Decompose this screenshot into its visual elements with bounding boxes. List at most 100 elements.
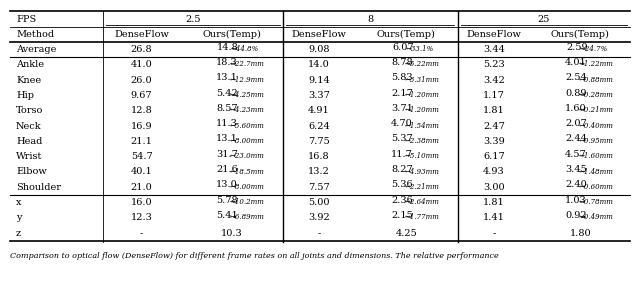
Text: ↔6.89mm: ↔6.89mm [230,213,265,221]
Text: 3.42: 3.42 [483,76,505,85]
Text: ↔18.5mm: ↔18.5mm [230,168,265,175]
Text: 6.24: 6.24 [308,122,330,131]
Text: -: - [317,229,321,238]
Text: ↔2.21mm: ↔2.21mm [404,183,440,191]
Text: 13.1: 13.1 [216,73,238,82]
Text: 21.1: 21.1 [131,137,152,146]
Text: ↔5.22mm: ↔5.22mm [404,60,440,68]
Text: FPS: FPS [16,14,36,23]
Text: 11.3: 11.3 [216,119,238,128]
Text: ↔1.20mm: ↔1.20mm [404,106,440,114]
Text: 2.40: 2.40 [565,180,587,189]
Text: ↔2.38mm: ↔2.38mm [404,137,440,145]
Text: 16.0: 16.0 [131,198,152,207]
Text: Head: Head [16,137,42,146]
Text: -: - [140,229,143,238]
Text: ↔1.22mm: ↔1.22mm [579,60,614,68]
Text: 9.08: 9.08 [308,45,330,54]
Text: 2.36: 2.36 [391,196,413,205]
Text: 13.1: 13.1 [216,134,238,143]
Text: 10.3: 10.3 [221,229,243,238]
Text: DenseFlow: DenseFlow [114,30,169,39]
Text: 2.47: 2.47 [483,122,505,131]
Text: 4.91: 4.91 [308,106,330,115]
Text: ↔4.23mm: ↔4.23mm [230,106,265,114]
Text: ↔0.78mm: ↔0.78mm [579,198,614,206]
Text: 2.5: 2.5 [185,14,200,23]
Text: 3.45: 3.45 [565,165,587,174]
Text: 12.8: 12.8 [131,106,152,115]
Text: 21.6: 21.6 [216,165,238,174]
Text: DenseFlow: DenseFlow [292,30,346,39]
Text: 13.0: 13.0 [216,180,238,189]
Text: 3.44: 3.44 [483,45,505,54]
Text: ↔3.31mm: ↔3.31mm [404,76,440,84]
Text: Ankle: Ankle [16,60,44,69]
Text: 1.41: 1.41 [483,213,505,222]
Text: 4.93: 4.93 [483,167,505,177]
Text: ↔0.88mm: ↔0.88mm [579,76,614,84]
Text: ↔10.2mm: ↔10.2mm [230,198,265,206]
Text: ↔33.1%: ↔33.1% [406,45,434,53]
Text: Ours(Temp): Ours(Temp) [202,30,261,39]
Text: 3.39: 3.39 [483,137,505,146]
Text: 12.3: 12.3 [131,213,152,222]
Text: 4.57: 4.57 [565,150,587,159]
Text: 1.81: 1.81 [483,198,505,207]
Text: 2.07: 2.07 [565,119,587,128]
Text: Wrist: Wrist [16,152,42,161]
Text: 5.83: 5.83 [391,73,413,82]
Text: 6.07: 6.07 [392,42,414,52]
Text: 5.36: 5.36 [391,180,413,189]
Text: 9.14: 9.14 [308,76,330,85]
Text: 7.57: 7.57 [308,183,330,192]
Text: Torso: Torso [16,106,44,115]
Text: 2.17: 2.17 [391,88,413,97]
Text: Knee: Knee [16,76,41,85]
Text: 1.80: 1.80 [570,229,591,238]
Text: 14.8: 14.8 [218,42,239,52]
Text: ↔5.10mm: ↔5.10mm [404,152,440,160]
Text: 8.57: 8.57 [216,104,237,113]
Text: 8: 8 [367,14,373,23]
Text: 11.7: 11.7 [391,150,413,159]
Text: 4.25: 4.25 [396,229,417,238]
Text: Average: Average [16,45,56,54]
Text: 5.00: 5.00 [308,198,330,207]
Text: Ours(Temp): Ours(Temp) [377,30,436,39]
Text: 2.54: 2.54 [565,73,587,82]
Text: ↔1.48mm: ↔1.48mm [579,168,614,175]
Text: 3.92: 3.92 [308,213,330,222]
Text: 3.37: 3.37 [308,91,330,100]
Text: 1.60: 1.60 [565,104,586,113]
Text: 8.27: 8.27 [391,165,413,174]
Text: ↔8.00mm: ↔8.00mm [230,137,265,145]
Text: ↔0.49mm: ↔0.49mm [579,213,614,221]
Text: Neck: Neck [16,122,42,131]
Text: 26.8: 26.8 [131,45,152,54]
Text: ↔24.7%: ↔24.7% [580,45,608,53]
Text: ↔1.20mm: ↔1.20mm [404,91,440,99]
Text: ↔1.54mm: ↔1.54mm [404,122,440,130]
Text: ↔44.8%: ↔44.8% [231,45,259,53]
Text: ↔4.25mm: ↔4.25mm [230,91,265,99]
Text: ↔0.95mm: ↔0.95mm [579,137,614,145]
Text: Elbow: Elbow [16,167,47,177]
Text: ↔0.21mm: ↔0.21mm [579,106,614,114]
Text: 7.75: 7.75 [308,137,330,146]
Text: Hip: Hip [16,91,34,100]
Text: ↔2.64mm: ↔2.64mm [404,198,440,206]
Text: 21.0: 21.0 [131,183,152,192]
Text: 54.7: 54.7 [131,152,152,161]
Text: ↔0.40mm: ↔0.40mm [579,122,614,130]
Text: 18.3: 18.3 [216,58,238,67]
Text: 5.41: 5.41 [216,211,238,220]
Text: ↔0.28mm: ↔0.28mm [579,91,614,99]
Text: 2.44: 2.44 [565,134,587,143]
Text: x: x [16,198,22,207]
Text: 16.8: 16.8 [308,152,330,161]
Text: y: y [16,213,22,222]
Text: 5.37: 5.37 [391,134,413,143]
Text: 13.2: 13.2 [308,167,330,177]
Text: 6.17: 6.17 [483,152,505,161]
